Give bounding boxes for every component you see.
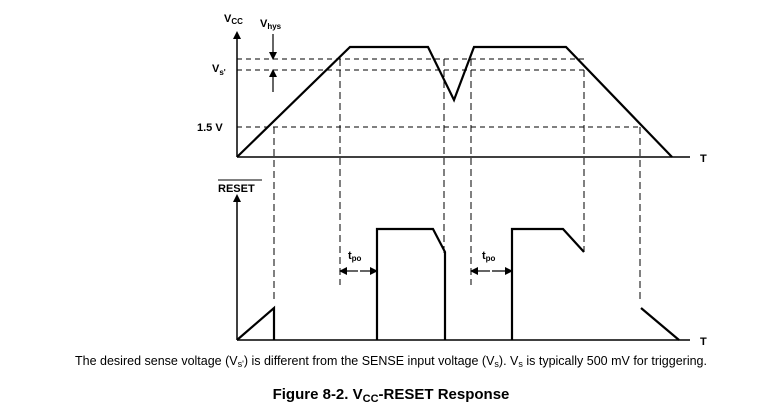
time-axis-label-bottom: T [700, 336, 707, 348]
vs-label: Vs' [212, 63, 226, 77]
vertical-dashed-guides [273, 59, 641, 300]
reset-pulse-1 [375, 227, 447, 340]
figure-caption: Figure 8-2. VCC-RESET Response [272, 386, 510, 405]
reset-waveform [236, 227, 680, 341]
vcc-label: VCC [224, 13, 243, 26]
reset-label: RESET [218, 183, 255, 195]
vcc-waveform [236, 45, 673, 158]
reset-pulse-2 [510, 227, 585, 340]
diagram-note: The desired sense voltage (Vs') is diffe… [75, 354, 707, 369]
tpo-label-2: tpo [482, 250, 496, 263]
time-axis-label-top: T [700, 153, 707, 165]
vhys-label: Vhys [260, 18, 282, 31]
tpo-label-1: tpo [348, 250, 362, 263]
threshold-dashed-lines [237, 58, 640, 128]
v15-label: 1.5 V [197, 122, 223, 134]
reset-ramp-1 [236, 305, 276, 341]
reset-ramp-2 [640, 307, 680, 341]
